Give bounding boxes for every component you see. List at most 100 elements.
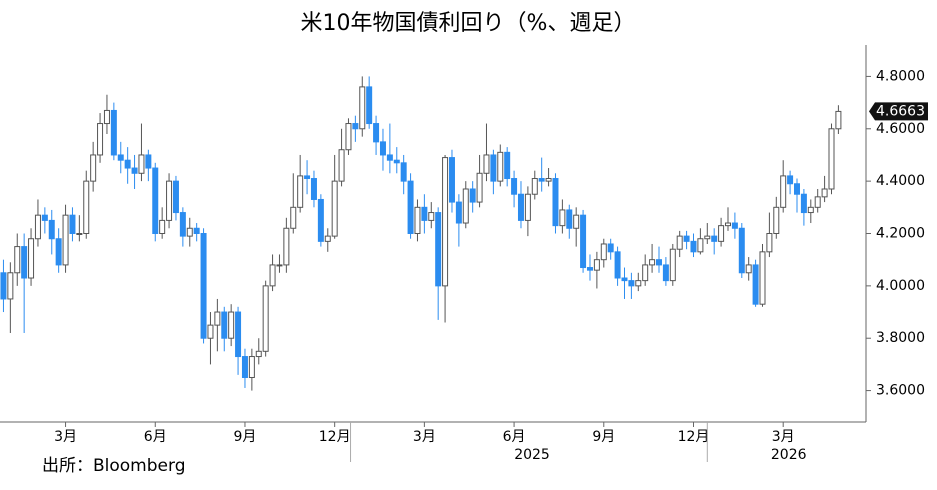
candle-body xyxy=(248,356,255,378)
candle-body xyxy=(552,178,559,227)
candle-body xyxy=(738,227,745,274)
candle-body xyxy=(400,162,407,182)
candle-body xyxy=(655,259,662,266)
candle-body xyxy=(14,246,21,274)
candle-body xyxy=(766,233,773,253)
candle-body xyxy=(34,214,41,240)
candle-body xyxy=(228,311,235,339)
candle-body xyxy=(48,219,55,240)
candle-body xyxy=(490,154,497,182)
candle-body xyxy=(152,167,159,234)
candle-body xyxy=(7,272,14,300)
candle-body xyxy=(787,175,794,185)
x-tick-label: 3月 xyxy=(772,429,795,445)
candle-body xyxy=(807,206,814,214)
candle-body xyxy=(814,196,821,208)
candle-body xyxy=(76,233,83,235)
candle-body xyxy=(269,264,276,287)
candle-body xyxy=(455,201,462,224)
candle-body xyxy=(366,86,373,125)
last-value-box xyxy=(869,102,928,121)
candle-body xyxy=(214,311,221,326)
candle-body xyxy=(690,240,697,253)
y-tick-label: 4.4000 xyxy=(876,173,925,189)
y-tick-label: 4.2000 xyxy=(876,226,925,242)
candle-body xyxy=(628,280,635,287)
candle-body xyxy=(297,175,304,208)
candle-body xyxy=(221,311,228,339)
candle-body xyxy=(235,311,242,358)
candle-body xyxy=(511,178,518,195)
candle-body xyxy=(524,193,531,221)
candle-body xyxy=(621,277,628,282)
candle-body xyxy=(607,243,614,253)
candle-body xyxy=(110,109,117,156)
candle-body xyxy=(69,214,76,235)
y-tick-label: 4.6000 xyxy=(876,121,925,137)
candle-body xyxy=(566,209,573,229)
candle-body xyxy=(752,264,759,305)
candle-body xyxy=(517,193,524,221)
candle-body xyxy=(193,227,200,234)
candle-body xyxy=(793,183,800,195)
candle-body xyxy=(179,212,186,237)
x-tick-label: 3月 xyxy=(413,429,436,445)
candle-body xyxy=(483,154,490,174)
candle-body xyxy=(835,110,842,130)
candle-body xyxy=(642,264,649,282)
candle-body xyxy=(497,151,504,182)
candle-body xyxy=(600,243,607,261)
source: 出所：Bloomberg xyxy=(42,456,185,476)
candle-body xyxy=(559,209,566,227)
candle-body xyxy=(821,188,828,198)
candle-body xyxy=(649,259,656,266)
candle-body xyxy=(241,356,248,378)
x-tick-label: 9月 xyxy=(234,429,257,445)
candle-body xyxy=(0,272,7,300)
candle-body xyxy=(83,180,90,234)
candle-body xyxy=(421,206,428,221)
candle-body xyxy=(276,264,283,267)
candle-body xyxy=(97,123,104,156)
candle-body xyxy=(21,246,28,279)
candle-body xyxy=(462,188,469,224)
candle-body xyxy=(662,264,669,282)
candle-body xyxy=(580,214,587,269)
candle-body xyxy=(731,222,738,229)
candle-body xyxy=(138,154,145,174)
candle-body xyxy=(635,280,642,287)
candle-body xyxy=(262,285,269,352)
candle-body xyxy=(283,227,290,266)
candle-body xyxy=(131,167,138,174)
candle-body xyxy=(800,193,807,214)
candle-body xyxy=(331,180,338,237)
candle-body xyxy=(359,86,366,130)
candle-body xyxy=(324,235,331,242)
candle-body xyxy=(593,259,600,271)
candle-body xyxy=(338,149,345,182)
candle-body xyxy=(711,235,718,242)
candle-body xyxy=(200,233,207,339)
candle-body xyxy=(745,264,752,274)
x-tick-label: 3月 xyxy=(54,429,77,445)
candle-body xyxy=(724,222,731,227)
candle-body xyxy=(90,154,97,182)
candle-body xyxy=(159,219,166,235)
x-tick-label: 9月 xyxy=(592,429,615,445)
candle-body xyxy=(476,172,483,203)
candle-body xyxy=(386,154,393,161)
candle-body xyxy=(290,206,297,229)
candle-body xyxy=(504,151,511,180)
x-tick-label: 12月 xyxy=(678,429,710,445)
candle-body xyxy=(393,159,400,164)
candle-body xyxy=(255,350,262,358)
candle-body xyxy=(573,214,580,229)
x-tick-label: 12月 xyxy=(319,429,351,445)
candle-body xyxy=(704,235,711,240)
candle-body xyxy=(172,180,179,214)
candle-body xyxy=(317,198,324,242)
candle-body xyxy=(759,251,766,305)
candle-body xyxy=(304,175,311,180)
candle-body xyxy=(186,227,193,237)
